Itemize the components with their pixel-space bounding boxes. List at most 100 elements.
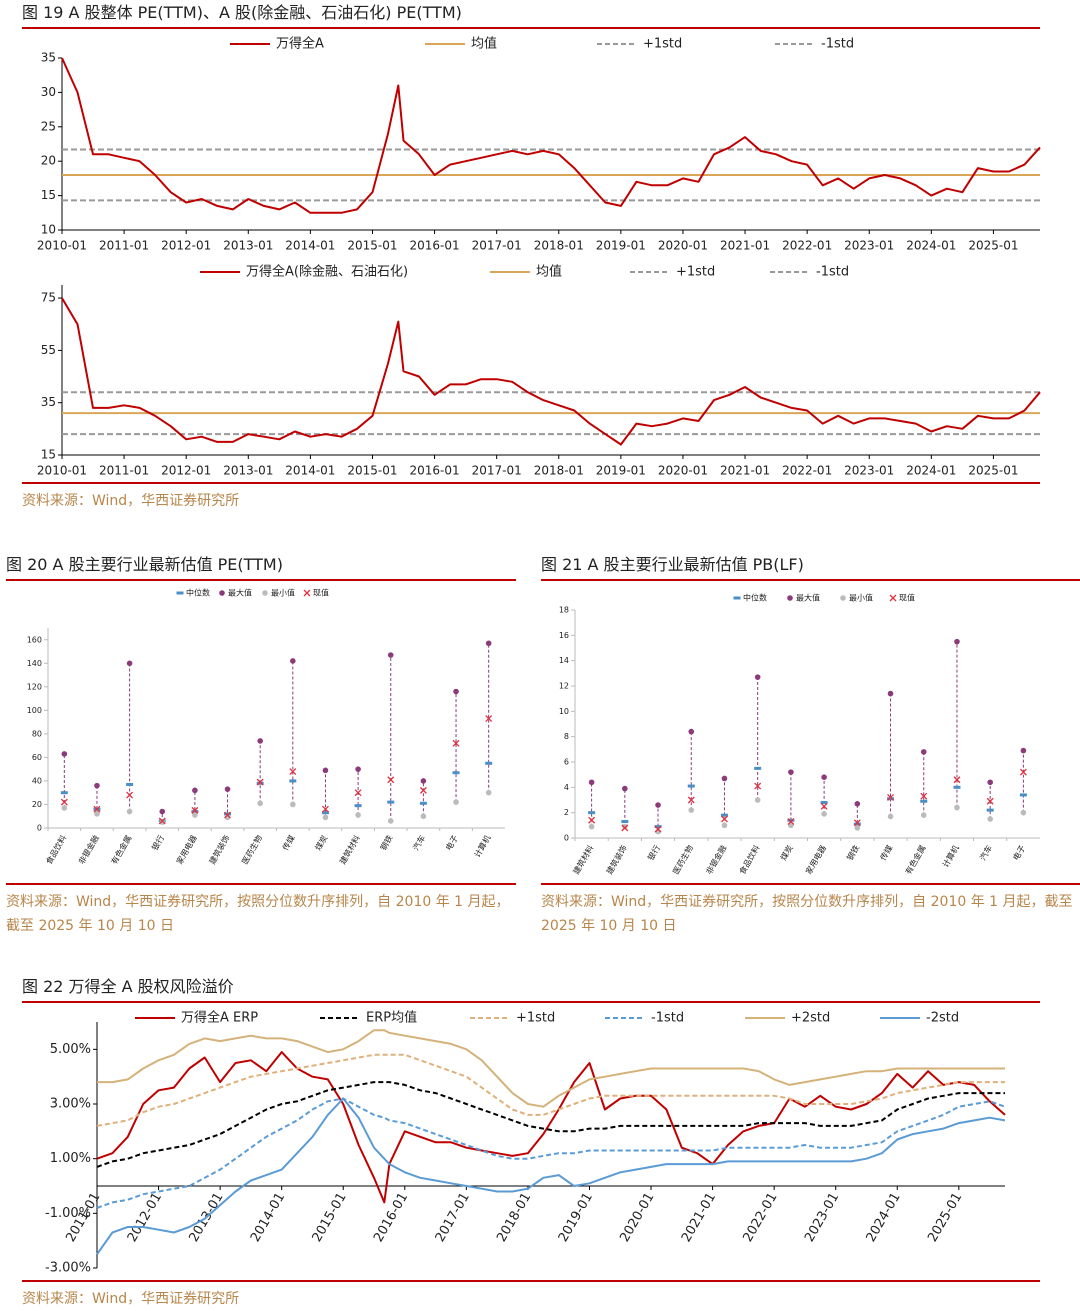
series-line xyxy=(96,1081,1005,1168)
y-tick-label: 5.00% xyxy=(50,1042,91,1057)
legend-label: +1std xyxy=(516,1011,555,1026)
x-tick-label: 建筑装饰 xyxy=(604,843,629,876)
x-tick-label: 2021-01 xyxy=(720,464,770,478)
dot-marker xyxy=(420,778,427,784)
x-tick-label: 2015-01 xyxy=(310,1190,350,1245)
y-tick-label: 3.00% xyxy=(50,1097,91,1112)
x-marker xyxy=(126,791,134,799)
dot-marker xyxy=(485,789,492,796)
legend-label: +2std xyxy=(791,1011,830,1026)
x-tick-label: 非银金融 xyxy=(76,833,101,866)
y-tick-label: 35 xyxy=(41,51,56,65)
x-tick-label: 2014-01 xyxy=(285,464,335,478)
dot-marker xyxy=(219,590,225,596)
legend-label: ERP均值 xyxy=(366,1010,417,1026)
x-marker xyxy=(887,794,894,801)
figure-source: 资料来源：Wind，华西证券研究所，按照分位数升序排列，自 2010 年 1 月… xyxy=(6,883,516,938)
y-tick-label: 10 xyxy=(41,223,56,237)
dot-marker xyxy=(1020,747,1027,754)
y-tick-label: 8 xyxy=(564,732,569,741)
x-tick-label: 煤炭 xyxy=(313,833,330,852)
median-marker xyxy=(176,591,184,595)
x-tick-label: 2013-01 xyxy=(223,239,273,253)
x-tick-label: 2020-01 xyxy=(658,239,708,253)
dot-marker xyxy=(655,802,661,808)
y-tick-label: 100 xyxy=(27,706,42,715)
x-tick-label: 电子 xyxy=(443,833,460,852)
median-marker xyxy=(60,791,68,795)
y-tick-label: 55 xyxy=(41,343,56,357)
median-marker xyxy=(920,799,928,803)
x-tick-label: 2012-01 xyxy=(161,239,211,253)
median-marker xyxy=(224,812,232,816)
y-tick-label: 25 xyxy=(41,119,56,133)
series-line xyxy=(61,57,1041,214)
dot-marker xyxy=(721,775,728,782)
y-tick-label: 15 xyxy=(41,448,56,462)
x-marker xyxy=(687,796,695,804)
x-tick-label: 2018-01 xyxy=(534,239,584,253)
x-marker xyxy=(93,805,101,813)
x-tick-label: 2019-01 xyxy=(556,1190,596,1245)
x-tick-label: 2017-01 xyxy=(472,239,522,253)
x-tick-label: 2021-01 xyxy=(720,239,770,253)
y-tick-label: 140 xyxy=(27,659,42,668)
x-tick-label: 2025-01 xyxy=(968,464,1018,478)
legend-label: 万得全A xyxy=(276,36,324,52)
dot-marker xyxy=(821,811,827,817)
dot-marker xyxy=(61,751,68,757)
legend-label: 最小值 xyxy=(271,588,295,598)
x-tick-label: 2022-01 xyxy=(782,239,832,253)
x-marker xyxy=(986,797,994,805)
dot-marker xyxy=(387,652,394,658)
y-tick-label: -3.00% xyxy=(45,1261,91,1276)
x-tick-label: 建筑材料 xyxy=(337,833,362,866)
y-tick-label: -1.00% xyxy=(45,1206,91,1221)
x-marker xyxy=(303,589,311,597)
legend-label: +1std xyxy=(643,37,682,52)
x-tick-label: 2017-01 xyxy=(433,1190,473,1245)
x-tick-label: 医药生物 xyxy=(239,833,264,866)
median-marker xyxy=(621,820,629,824)
dot-marker xyxy=(126,808,133,815)
figure-title: 图 21 A 股主要行业最新估值 PB(LF) xyxy=(541,554,1080,581)
series-line xyxy=(96,1097,1006,1209)
legend-label: 中位数 xyxy=(743,593,767,603)
legend-label: 最大值 xyxy=(796,593,820,603)
y-tick-label: 160 xyxy=(27,635,42,644)
x-marker xyxy=(256,778,264,786)
dot-marker xyxy=(788,769,794,775)
x-tick-label: 2023-01 xyxy=(844,239,894,253)
x-tick-label: 2024-01 xyxy=(906,239,956,253)
dot-marker xyxy=(954,804,960,811)
x-tick-label: 2016-01 xyxy=(410,239,460,253)
figure-title: 图 19 A 股整体 PE(TTM)、A 股(除金融、石油石化) PE(TTM) xyxy=(22,2,1040,29)
dot-marker xyxy=(622,785,628,792)
legend-label: -1std xyxy=(821,37,854,52)
x-tick-label: 钢铁 xyxy=(845,843,862,862)
dot-marker xyxy=(257,800,263,807)
median-marker xyxy=(289,779,297,783)
figure-title: 图 20 A 股主要行业最新估值 PE(TTM) xyxy=(6,554,516,581)
x-marker xyxy=(419,786,427,794)
dot-marker xyxy=(622,823,628,830)
x-tick-label: 计算机 xyxy=(472,833,493,859)
x-tick-label: 2023-01 xyxy=(802,1190,842,1245)
dot-marker xyxy=(355,812,361,818)
median-marker xyxy=(953,785,961,789)
x-marker xyxy=(60,798,68,806)
dot-marker xyxy=(290,658,296,664)
x-tick-label: 有色金属 xyxy=(109,833,134,866)
y-tick-label: 6 xyxy=(564,758,569,767)
x-marker xyxy=(191,806,199,814)
dot-marker xyxy=(1020,809,1027,816)
dot-marker xyxy=(987,816,993,822)
series-line xyxy=(96,1051,1006,1204)
dot-marker xyxy=(854,801,861,807)
figure-source: 资料来源：Wind，华西证券研究所，按照分位数升序排列，自 2010 年 1 月… xyxy=(541,883,1080,938)
dot-marker xyxy=(355,766,361,772)
x-tick-label: 家用电器 xyxy=(803,843,828,876)
y-tick-label: 35 xyxy=(41,395,56,409)
series-line xyxy=(61,297,1041,446)
legend-label: 均值 xyxy=(471,36,497,52)
